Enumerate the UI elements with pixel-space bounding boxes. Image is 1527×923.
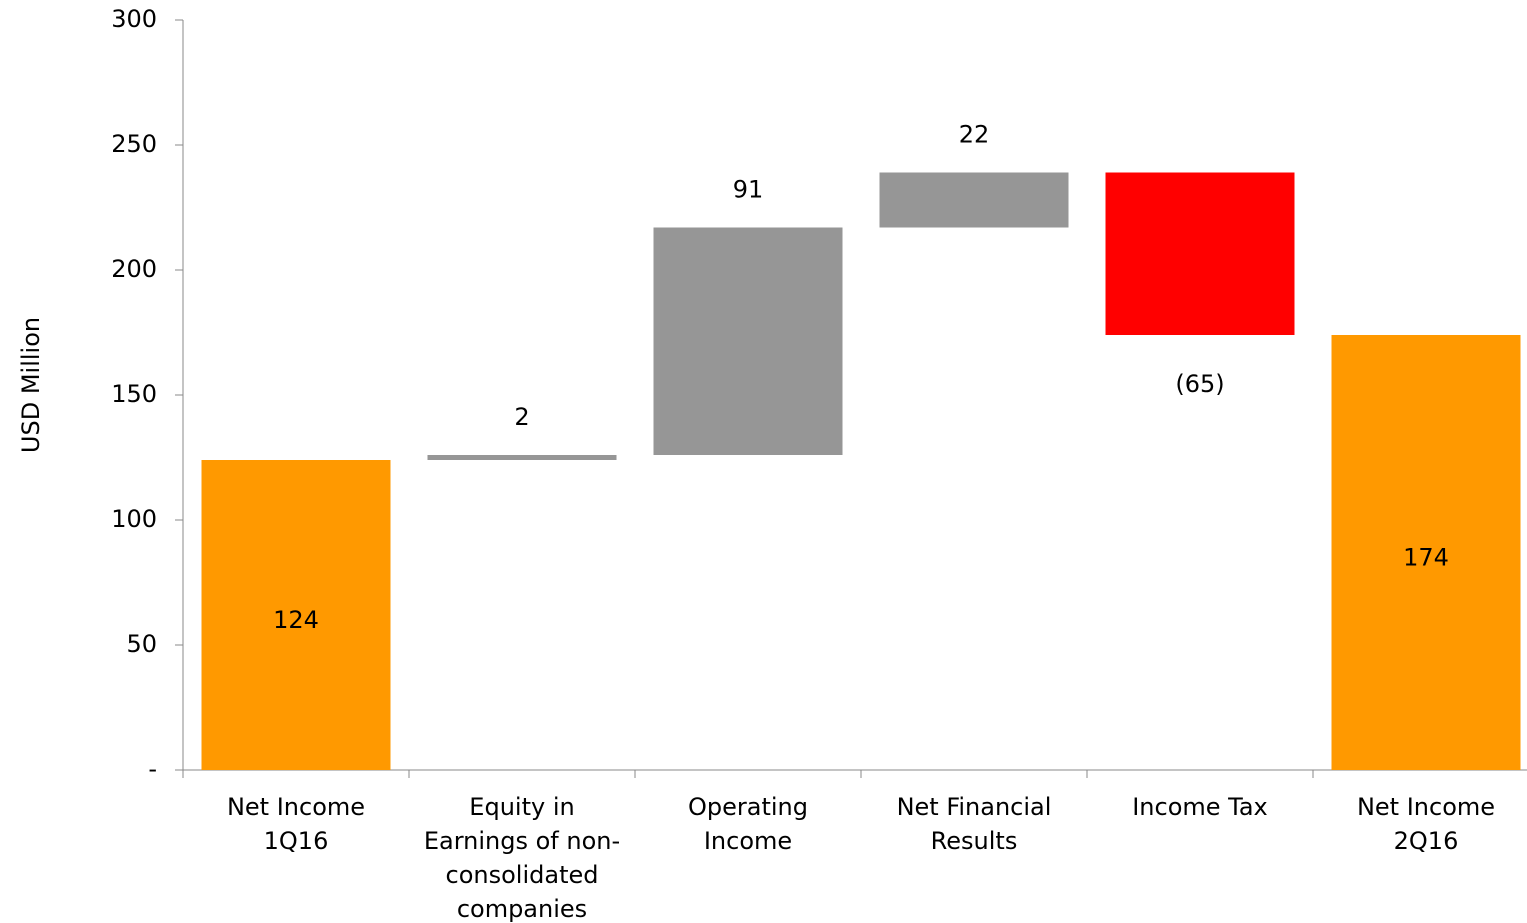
value-label: 124 (273, 606, 319, 634)
y-tick-label: 200 (111, 255, 157, 283)
value-label: 174 (1403, 544, 1449, 572)
y-tick-label: 100 (111, 505, 157, 533)
value-label: 22 (959, 121, 990, 149)
x-tick-label: Net Income 1Q16 (226, 793, 366, 855)
y-tick-label: 150 (111, 380, 157, 408)
y-tick-label: 250 (111, 130, 157, 158)
bar (1105, 172, 1295, 335)
y-tick-label: 300 (111, 5, 157, 33)
bar (653, 227, 843, 455)
bar (879, 172, 1069, 228)
x-tick-label: Income Tax (1132, 793, 1268, 821)
y-tick-label: - (148, 755, 157, 783)
value-label: 91 (733, 176, 764, 204)
value-label: (65) (1175, 370, 1224, 398)
value-label: 2 (514, 403, 529, 431)
x-tick-label: Net Financial Results (896, 793, 1052, 855)
x-tick-label: Net Income 2Q16 (1356, 793, 1496, 855)
y-tick-label: 50 (126, 630, 157, 658)
bar (1331, 335, 1521, 770)
bar (201, 460, 391, 770)
bar (427, 455, 617, 460)
x-tick-label: Operating Income (688, 793, 808, 855)
y-axis-label: USD Million (17, 317, 45, 453)
x-tick-label: Equity in Earnings of non- consolidated … (423, 793, 621, 923)
